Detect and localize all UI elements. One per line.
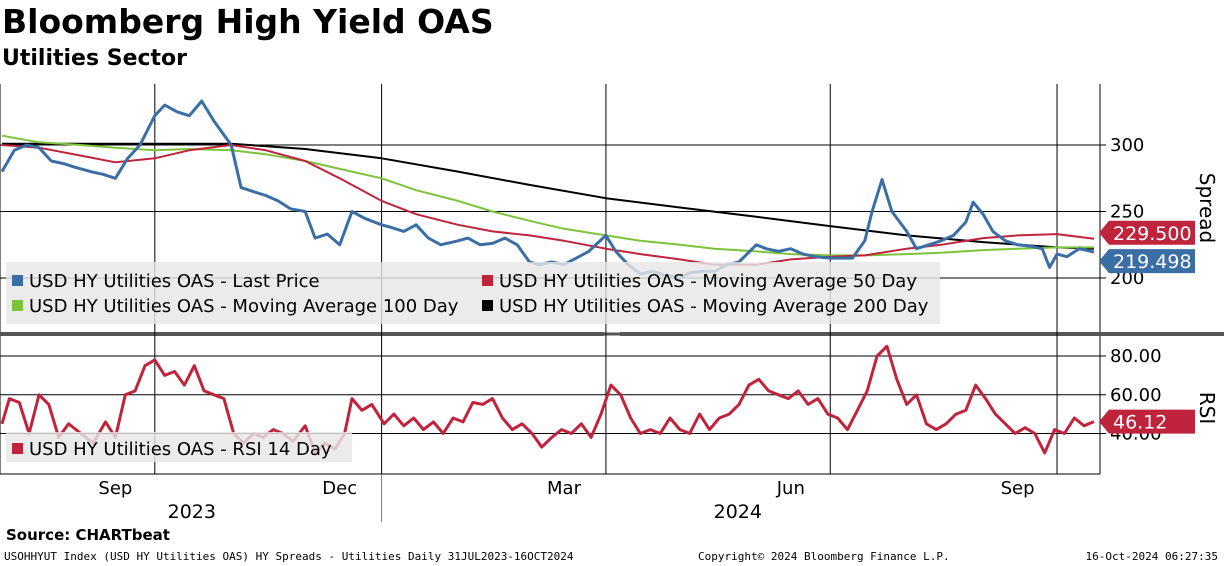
- chart-title: Bloomberg High Yield OAS: [2, 2, 494, 41]
- last-value-ma50-bg: [1099, 220, 1195, 245]
- legend-swatch: [482, 275, 493, 286]
- bottom-y-axis-label: RSI: [1195, 392, 1219, 425]
- year-label-2024: 2024: [714, 501, 762, 523]
- last-value-last-price: 219.498: [1113, 251, 1192, 273]
- top-tick-label: 300: [1110, 135, 1144, 156]
- legend-item-last-price: USD HY Utilities OAS - Last Price: [29, 271, 320, 292]
- x-tick-label: Dec: [322, 478, 357, 499]
- line-last-price: [0, 99, 1095, 280]
- line-rsi: [0, 344, 1095, 455]
- legend-swatch: [482, 300, 493, 311]
- line-ma200: [2, 142, 1095, 250]
- bottom-legend-box: [6, 432, 352, 462]
- top-legend-box: [6, 262, 940, 324]
- x-tick-label: Mar: [547, 478, 582, 499]
- legend-item-rsi: USD HY Utilities OAS - RSI 14 Day: [29, 439, 332, 460]
- line-ma100: [1, 134, 1094, 257]
- x-tick-label: Sep: [98, 478, 132, 499]
- x-tick-label: Jun: [776, 478, 805, 499]
- timestamp: 16-Oct-2024 06:27:35: [1085, 550, 1218, 563]
- legend-item-ma200: USD HY Utilities OAS - Moving Average 20…: [499, 296, 929, 317]
- top-y-axis-label: Spread: [1195, 173, 1219, 243]
- x-tick-label: Sep: [1001, 478, 1035, 499]
- legend-item-ma50: USD HY Utilities OAS - Moving Average 50…: [499, 271, 917, 292]
- last-value-last-price-bg: [1099, 249, 1195, 274]
- source-label: Source: CHARTbeat: [6, 526, 170, 544]
- last-value-rsi: 46.12: [1113, 412, 1167, 434]
- copyright-text: Copyright© 2024 Bloomberg Finance L.P.: [698, 550, 950, 563]
- legend-swatch: [12, 300, 23, 311]
- line-ma50: [1, 144, 1095, 266]
- legend-item-ma100: USD HY Utilities OAS - Moving Average 10…: [29, 296, 459, 317]
- bottom-tick-label: 80.00: [1110, 346, 1162, 367]
- index-info: USOHHYUT Index (USD HY Utilities OAS) HY…: [4, 550, 574, 563]
- legend-swatch: [12, 443, 23, 454]
- top-tick-label: 250: [1110, 202, 1144, 223]
- chart-subtitle: Utilities Sector: [2, 46, 188, 71]
- legend-swatch: [12, 275, 23, 286]
- last-value-rsi-bg: [1099, 409, 1195, 434]
- top-tick-label: 200: [1110, 268, 1144, 289]
- bottom-tick-label: 60.00: [1110, 385, 1162, 406]
- last-value-ma50: 229.500: [1113, 223, 1192, 245]
- year-label-2023: 2023: [168, 501, 216, 523]
